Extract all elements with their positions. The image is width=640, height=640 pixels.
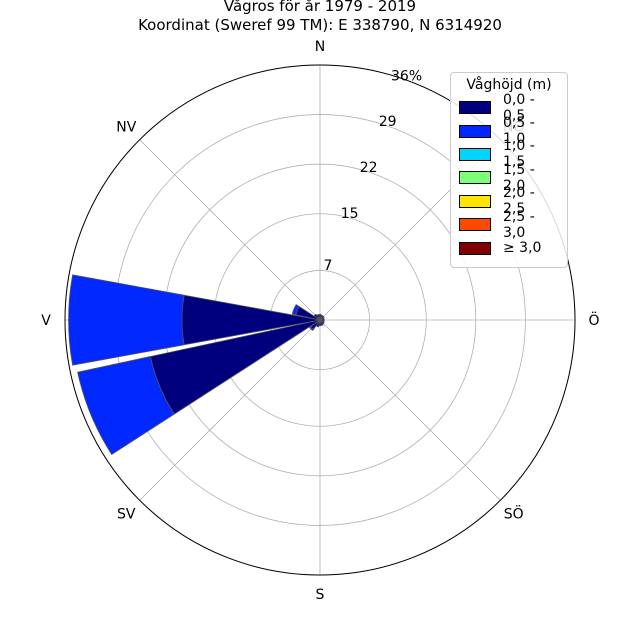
direction-label: SV [117, 507, 136, 523]
radial-tick-label: 7 [324, 258, 333, 274]
legend-swatch [459, 241, 491, 255]
legend-item: 2,0 - 2,5 [459, 185, 559, 217]
rose-bar-segment [291, 304, 300, 316]
rose-bar-segment [308, 325, 315, 332]
legend-item: 0,5 - 1,0 [459, 115, 559, 147]
grid-spoke [139, 319, 321, 501]
direction-label: Ö [588, 311, 599, 329]
legend-label: 2,5 - 3,0 [503, 208, 535, 241]
legend-swatch [459, 124, 491, 138]
radial-tick-labels: 7 15 22 29 36% [324, 68, 423, 274]
legend-swatch [459, 194, 491, 208]
legend-title: Våghöjd (m) [466, 77, 552, 93]
radial-tick-label: 36% [391, 68, 422, 84]
direction-label: S [316, 587, 325, 603]
radial-tick-label: 29 [379, 114, 397, 130]
radial-tick-label: 15 [341, 206, 359, 222]
legend-item: 1,0 - 1,5 [459, 138, 559, 170]
legend-label: 2,0 - 2,5 [503, 185, 535, 218]
grid-spoke [319, 319, 501, 501]
rose-bar-segment [316, 313, 321, 321]
legend-item: 0,0 - 0,5 [459, 92, 559, 124]
legend-label: ≥ 3,0 [503, 240, 542, 257]
legend-label: 0,0 - 0,5 [503, 91, 535, 124]
chart-title-block: Vågros för år 1979 - 2019 Koordinat (Swe… [0, 0, 640, 35]
legend-swatch [459, 218, 491, 232]
rose-bar-segment [68, 274, 185, 366]
legend-item: 1,5 - 2,0 [459, 162, 559, 194]
direction-label: NV [116, 119, 136, 135]
wave-rose-bars [68, 274, 325, 456]
legend-item: 2,5 - 3,0 [459, 209, 559, 241]
legend-label: 1,5 - 2,0 [503, 161, 535, 194]
legend-swatch [459, 147, 491, 161]
radial-tick-label: 22 [360, 160, 378, 176]
rose-bar-segment [313, 313, 321, 321]
legend-label: 1,0 - 1,5 [503, 138, 535, 171]
legend-item: ≥ 3,0 [459, 236, 559, 259]
direction-label: SÖ [504, 505, 524, 523]
chart-title: Vågros för år 1979 - 2019 [223, 0, 417, 15]
direction-label: V [41, 313, 51, 329]
direction-label: N [315, 39, 325, 55]
legend: Våghöjd (m) 0,0 - 0,5 0,5 - 1,0 1,0 - 1,5 1… [450, 72, 568, 268]
chart-subtitle: Koordinat (Sweref 99 TM): E 338790, N 63… [138, 16, 502, 34]
legend-items: 0,0 - 0,5 0,5 - 1,0 1,0 - 1,5 1,5 - 2,0 2,0 … [459, 92, 559, 260]
legend-swatch [459, 171, 491, 185]
grid-spoke [139, 139, 321, 321]
legend-label: 0,5 - 1,0 [503, 115, 535, 148]
legend-swatch [459, 101, 491, 115]
polar-frame [64, 64, 576, 576]
rose-bar-segment [77, 356, 175, 456]
